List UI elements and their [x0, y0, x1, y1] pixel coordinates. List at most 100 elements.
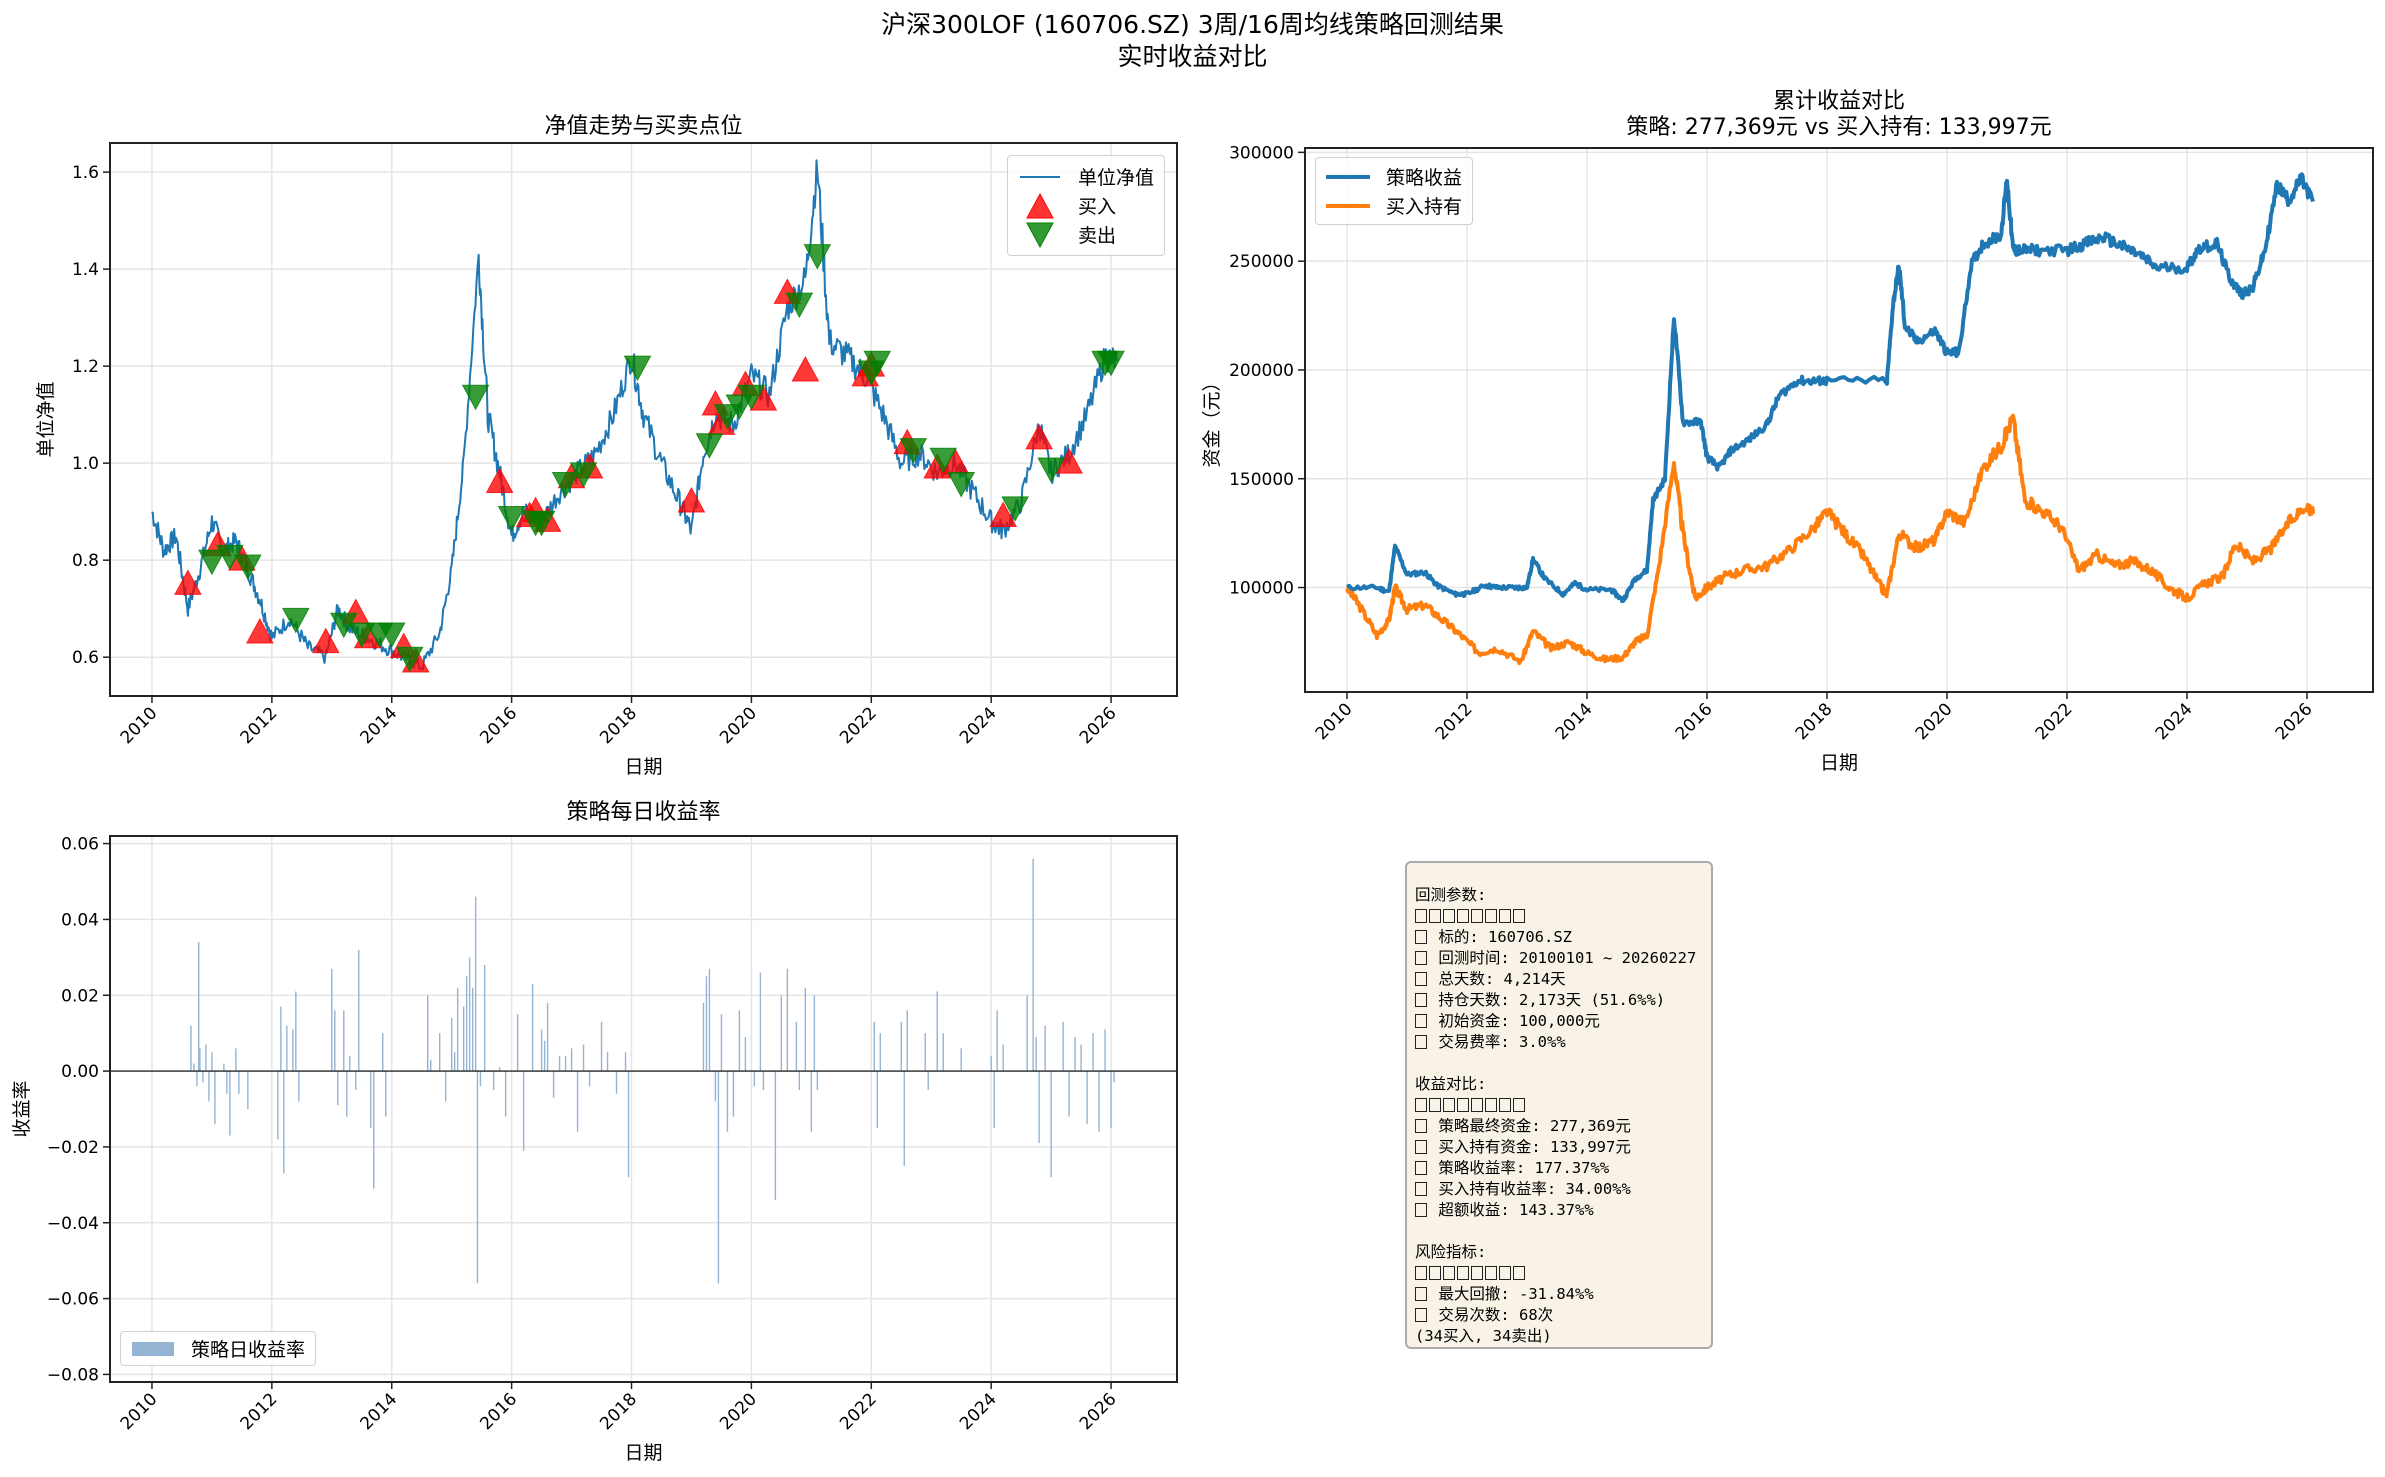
triangle-down-icon — [1026, 222, 1054, 248]
triangle-up-icon — [1026, 192, 1054, 218]
missing-glyph-icon — [1485, 1266, 1497, 1280]
daily-returns-legend: 策略日收益率 — [120, 1331, 317, 1366]
missing-glyph-icon — [1415, 1182, 1427, 1196]
sell-marker-icon — [899, 438, 928, 464]
missing-glyph-icon — [1415, 1035, 1427, 1049]
missing-glyph-icon — [1415, 1203, 1427, 1217]
buy-marker-icon — [989, 501, 1018, 528]
y-tick-label: 100000 — [1229, 579, 1294, 599]
info-item: 初始资金: 100,000元 — [1415, 1011, 1711, 1032]
x-tick-label: 2026 — [1076, 703, 1121, 748]
x-tick-label: 2024 — [956, 703, 1001, 748]
info-item: 超额收益: 143.37%% — [1415, 1200, 1711, 1221]
legend-item-strategy: 策略收益 — [1326, 162, 1462, 191]
missing-glyph-icon — [1415, 1266, 1427, 1280]
missing-glyph-icon — [1457, 1266, 1469, 1280]
missing-glyph-icon — [1513, 1098, 1525, 1112]
info-footer: (34买入, 34卖出) — [1415, 1327, 1552, 1345]
missing-glyph-icon — [1415, 1308, 1427, 1322]
missing-glyph-icon — [1457, 909, 1469, 923]
info-item: 策略最终资金: 277,369元 — [1415, 1116, 1711, 1137]
missing-glyph-icon — [1415, 993, 1427, 1007]
info-item: 回测时间: 20100101 ~ 20260227 — [1415, 948, 1711, 969]
y-tick-label: −0.02 — [47, 1138, 99, 1158]
nav-legend: 单位净值 买入 卖出 — [1007, 155, 1166, 256]
missing-glyph-icon — [1415, 1014, 1427, 1028]
buy-marker-icon — [174, 569, 202, 595]
sell-marker-icon — [281, 607, 310, 634]
info-item: 持仓天数: 2,173天 (51.6%%) — [1415, 990, 1711, 1011]
missing-glyph-icon — [1499, 909, 1511, 923]
info-section-heading: 风险指标: — [1415, 1243, 1487, 1261]
x-tick-label: 2018 — [1792, 699, 1837, 744]
strategy-line — [1346, 172, 2315, 604]
sell-marker-icon — [713, 404, 742, 430]
missing-glyph-icon — [1415, 951, 1427, 965]
y-tick-label: 0.06 — [61, 835, 99, 855]
figure-title-line2: 实时收益对比 — [1117, 42, 1268, 71]
y-tick-label: 1.2 — [72, 357, 99, 377]
sell-marker-icon — [569, 462, 598, 488]
sell-marker-icon — [497, 506, 526, 532]
buy-marker-icon — [246, 617, 274, 644]
missing-glyph-icon — [1457, 1098, 1469, 1112]
y-tick-label: 1.0 — [72, 454, 99, 474]
missing-glyph-icon — [1485, 909, 1497, 923]
missing-glyph-icon — [1471, 1266, 1483, 1280]
missing-glyph-row — [1415, 906, 1711, 927]
y-tick-label: 1.6 — [72, 163, 99, 183]
figure-title-line1: 沪深300LOF (160706.SZ) 3周/16周均线策略回测结果 — [881, 10, 1504, 39]
sell-marker-icon — [803, 244, 832, 270]
daily-returns-title: 策略每日收益率 — [566, 800, 721, 825]
missing-glyph-icon — [1443, 1098, 1455, 1112]
x-axis-label: 日期 — [624, 756, 662, 778]
missing-glyph-icon — [1471, 1098, 1483, 1112]
sell-marker-icon — [551, 472, 580, 498]
nav-chart-panel: 净值走势与买卖点位 2010 2012 2014 2016 2018 2020 2022 20… — [0, 100, 1190, 800]
line-swatch-icon — [1326, 203, 1370, 208]
missing-glyph-icon — [1429, 1098, 1441, 1112]
info-section-heading: 收益对比: — [1415, 1075, 1487, 1093]
missing-glyph-icon — [1429, 1266, 1441, 1280]
y-axis-label: 资金（元） — [1201, 372, 1223, 467]
info-item: 买入持有资金: 133,997元 — [1415, 1137, 1711, 1158]
legend-item-buy: 买入 — [1018, 191, 1154, 220]
sell-marker-icon — [527, 510, 556, 537]
buyhold-line — [1345, 413, 2315, 666]
x-tick-label: 2014 — [357, 1389, 402, 1434]
bar-swatch-icon — [132, 1341, 174, 1356]
nav-chart-title: 净值走势与买卖点位 — [544, 114, 743, 139]
x-axis-label: 日期 — [1820, 752, 1858, 774]
buy-marker-icon — [1025, 423, 1053, 450]
sell-marker-icon — [1001, 496, 1029, 522]
spacer — [1415, 1221, 1711, 1242]
missing-glyph-icon — [1513, 1266, 1525, 1280]
sell-marker-icon — [737, 384, 766, 411]
missing-glyph-icon — [1443, 909, 1455, 923]
x-tick-label: 2014 — [357, 703, 402, 748]
buy-marker-icon — [791, 355, 820, 382]
buy-marker-icon — [485, 467, 514, 494]
missing-glyph-icon — [1485, 1098, 1497, 1112]
cumulative-chart-plot: 2010 2012 2014 2016 2018 2020 2022 2024 2026 1000… — [1201, 143, 2374, 774]
sell-marker-icon — [1097, 350, 1125, 377]
missing-glyph-icon — [1499, 1266, 1511, 1280]
nav-chart-plot: 2010 2012 2014 2016 2018 2020 2022 2024 2026 0.6 0… — [35, 142, 1178, 778]
sell-marker-icon — [623, 355, 652, 382]
missing-glyph-icon — [1415, 1287, 1427, 1301]
legend-item-nav-line: 单位净值 — [1018, 162, 1154, 191]
missing-glyph-icon — [1499, 1098, 1511, 1112]
line-swatch-icon — [1020, 175, 1060, 178]
x-tick-label: 2010 — [117, 1389, 162, 1434]
line-swatch-icon — [1326, 174, 1370, 179]
daily-returns-panel: 策略每日收益率 2010 2012 2014 2016 2018 2020 2022 2024… — [0, 800, 1190, 1477]
missing-glyph-icon — [1415, 972, 1427, 986]
sell-marker-icon — [198, 549, 226, 576]
x-tick-label: 2024 — [2152, 699, 2197, 744]
sell-marker-icon — [347, 622, 376, 648]
x-tick-label: 2022 — [836, 1389, 881, 1434]
sell-marker-icon — [725, 394, 754, 420]
legend-item-daily-return: 策略日收益率 — [131, 1334, 305, 1363]
sell-marker-icon — [947, 472, 976, 498]
daily-returns-plot: 2010 2012 2014 2016 2018 2020 2022 2024 2026 −0.0… — [11, 835, 1178, 1464]
